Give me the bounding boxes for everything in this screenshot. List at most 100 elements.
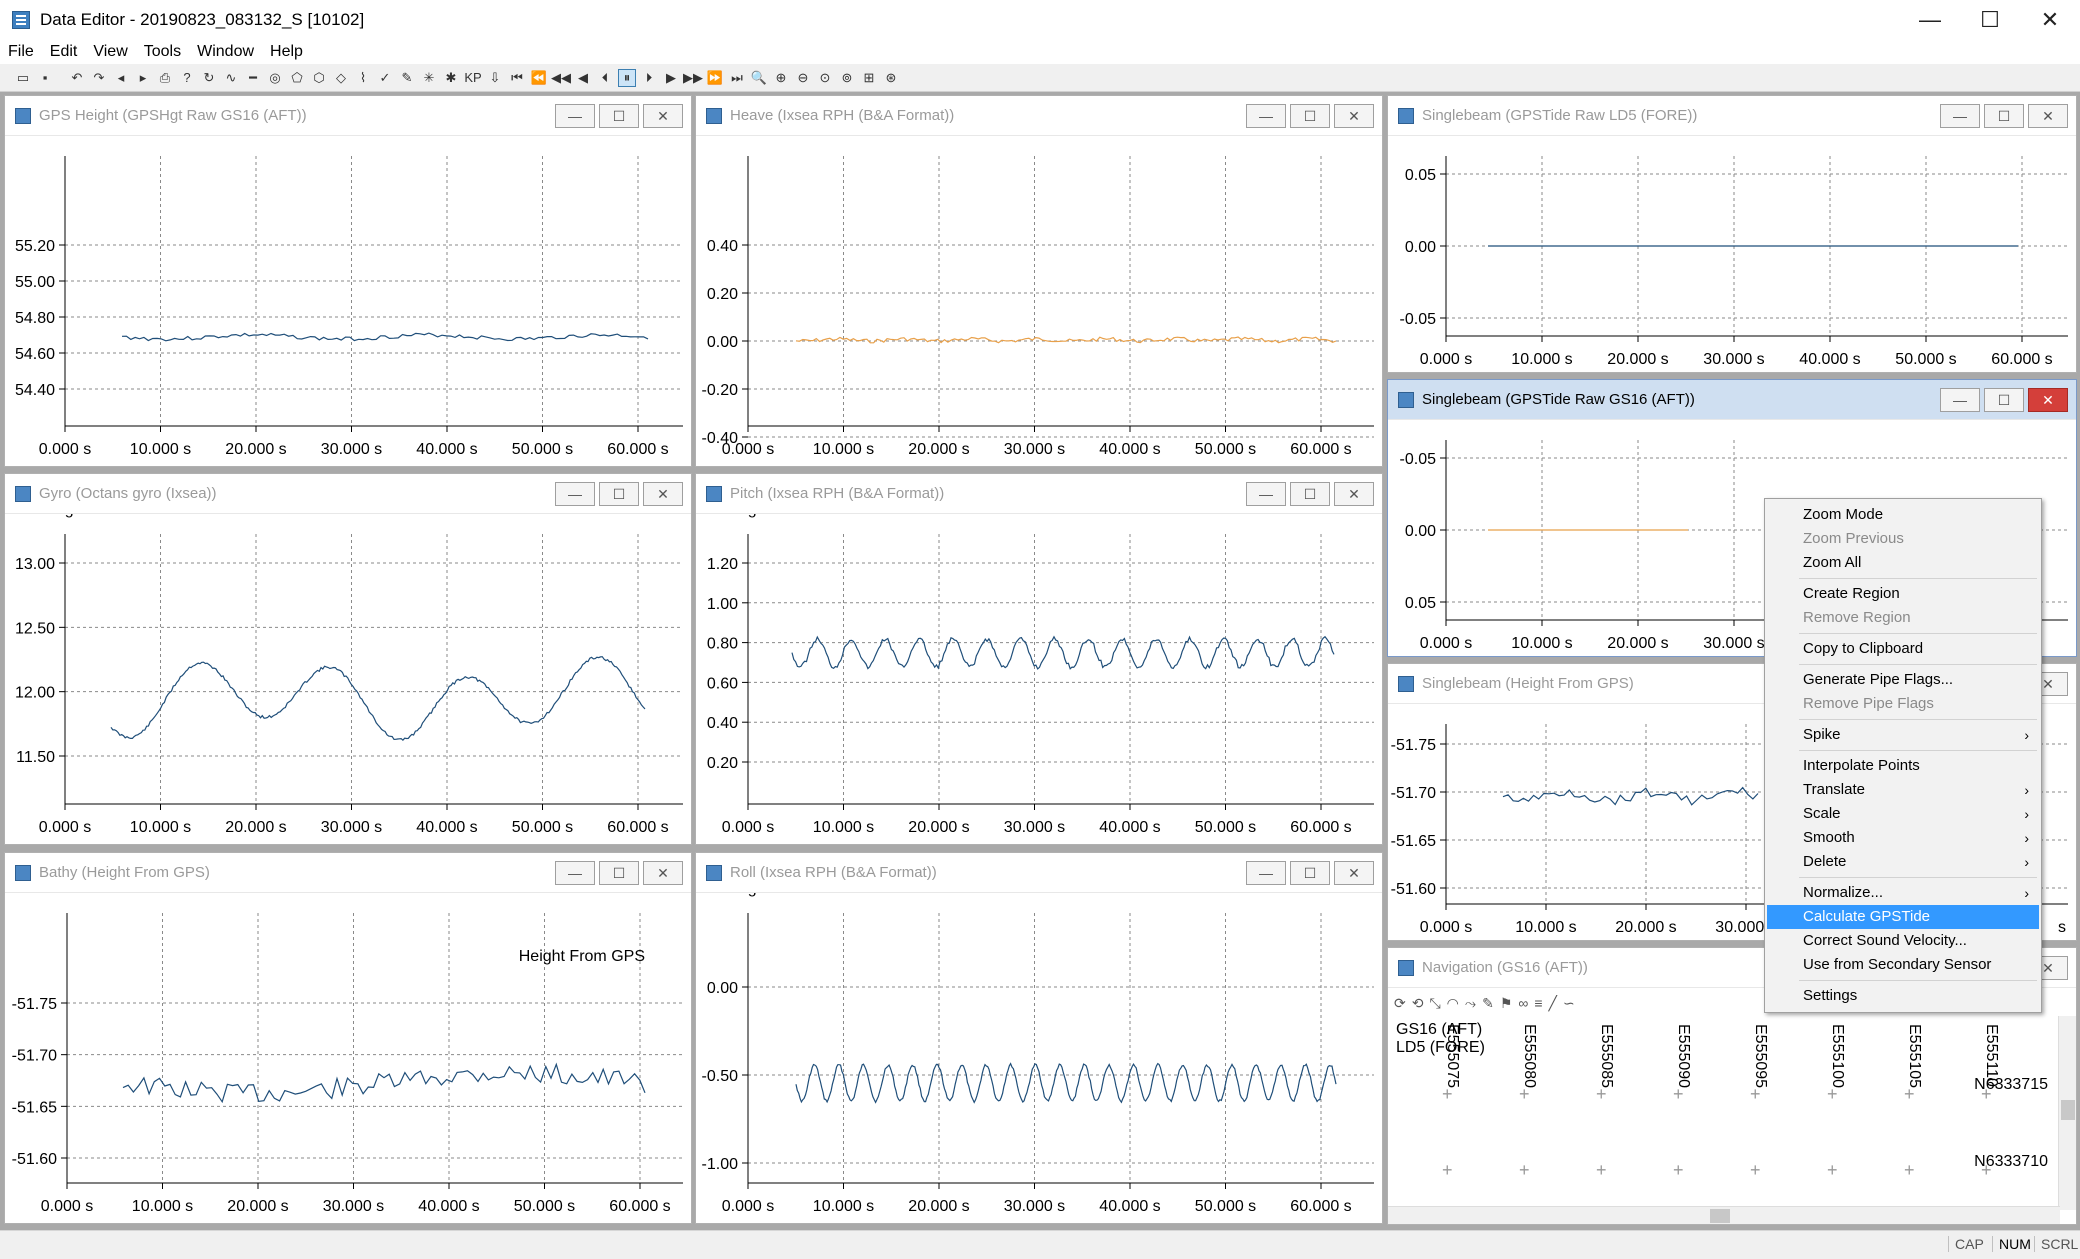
pane-gyro[interactable]: Gyro (Octans gyro (Ixsea)) —☐✕ Deg 13.00 1… [4,473,692,845]
polygon-clear-icon[interactable]: ⬡ [313,69,325,85]
context-menu-item-create-region[interactable]: Create Region [1767,582,2039,606]
pane-maximize-button[interactable]: ☐ [1290,861,1330,885]
wave-icon[interactable]: ∿ [225,69,237,85]
zoom-window-icon[interactable]: ⊞ [863,69,875,85]
line-icon[interactable]: ━ [249,69,257,85]
first-icon[interactable]: ⏮ [511,69,523,85]
context-menu-item-spike[interactable]: Spike › [1767,723,2039,747]
context-menu-item-zoom-all[interactable]: Zoom All [1767,551,2039,575]
burst-icon[interactable]: ✱ [445,69,457,85]
close-button[interactable]: ✕ [2040,7,2060,32]
flag-icon[interactable]: ⚑ [1499,994,1513,1011]
rewind-icon[interactable]: ◀◀ [551,69,571,85]
pane-minimize-button[interactable]: — [1246,861,1286,885]
undo-icon[interactable]: ↶ [71,69,83,85]
context-menu-item-delete[interactable]: Delete › [1767,850,2039,874]
menu-help[interactable]: Help [270,43,303,60]
kp-button[interactable]: KP [464,70,482,85]
pane-close-button[interactable]: ✕ [643,104,683,128]
pane-maximize-button[interactable]: ☐ [1290,482,1330,506]
horizontal-scrollbar[interactable] [1388,1206,2060,1224]
pane-singlebeam-ld5[interactable]: Singlebeam (GPSTide Raw LD5 (FORE)) — ☐ ✕ … [1387,95,2077,373]
pane-heave[interactable]: Heave (Ixsea RPH (B&A Format)) —☐✕ m 0.40… [695,95,1383,467]
filter-icon[interactable]: ≡ [1534,995,1543,1011]
shape-icon[interactable]: ◇ [336,69,346,85]
context-menu-item-translate[interactable]: Translate › [1767,778,2039,802]
menu-window[interactable]: Window [197,43,255,60]
pane-minimize-button[interactable]: — [1246,104,1286,128]
singlebeam-ld5-chart[interactable]: 0.05 0.00 -0.05 0.000 s 10.000 s 20.000 s 30.0… [1388,136,2077,372]
pane-minimize-button[interactable]: — [1246,482,1286,506]
pane-maximize-button[interactable]: ☐ [599,482,639,506]
zoom-previous-icon[interactable]: ⊙ [819,69,831,85]
maximize-button[interactable]: ☐ [1980,7,2000,32]
check-icon[interactable]: ✓ [379,69,391,85]
forward-fast-icon[interactable]: ▶▶ [683,69,703,85]
pane-close-button[interactable]: ✕ [2028,104,2068,128]
context-menu-item-normalize[interactable]: Normalize... › [1767,881,2039,905]
pause-icon[interactable]: ⏸ [618,68,636,87]
forward-icon[interactable]: ▸ [139,69,147,85]
help-icon[interactable]: ? [183,70,191,85]
scrollbar-thumb[interactable] [1710,1209,1730,1223]
fast-forward-icon[interactable]: ⏩ [706,69,724,85]
zoom-out-icon[interactable]: ⊖ [797,69,809,85]
pane-close-button[interactable]: ✕ [1334,482,1374,506]
pane-pitch[interactable]: Pitch (Ixsea RPH (B&A Format)) —☐✕ Deg 1.… [695,473,1383,845]
vertical-scrollbar[interactable] [2058,1016,2076,1210]
print-icon[interactable]: ⎙ [159,69,171,85]
pane-minimize-button[interactable]: — [555,482,595,506]
menu-tools[interactable]: Tools [143,43,182,60]
pane-maximize-button[interactable]: ☐ [1290,104,1330,128]
pane-roll[interactable]: Roll (Ixsea RPH (B&A Format)) —☐✕ Deg 0.0… [695,852,1383,1224]
context-menu-item-use-from-secondary-sensor[interactable]: Use from Secondary Sensor [1767,953,2039,977]
gyro-chart[interactable]: Deg 13.00 12.50 12.00 11.50 0.000 s 10.000 s 20… [5,514,692,844]
context-menu-item-settings[interactable]: Settings [1767,984,2039,1008]
context-menu-item-interpolate-points[interactable]: Interpolate Points [1767,754,2039,778]
bathy-chart[interactable]: m -51.75 -51.70 -51.65 -51.60 0.000 s 10.000 s… [5,893,692,1223]
step-back-icon[interactable]: ◀ [578,69,588,85]
polygon-icon[interactable]: ⬠ [291,69,303,85]
measure-icon[interactable]: ⤡ [1429,994,1441,1011]
pitch-chart[interactable]: Deg 1.20 1.00 0.80 0.60 0.40 0.20 0.000 s 10.000… [696,514,1383,844]
scrollbar-thumb[interactable] [2061,1100,2075,1120]
pane-maximize-button[interactable]: ☐ [599,104,639,128]
pane-close-button[interactable]: ✕ [1334,104,1374,128]
pane-bathy[interactable]: Bathy (Height From GPS) —☐✕ m -51.75 -51.7… [4,852,692,1224]
roll-chart[interactable]: Deg 0.00 -0.50 -1.00 0.000 s 10.000 s 20.000 s… [696,893,1383,1223]
graph-icon[interactable]: ⌇ [359,69,367,85]
pane-close-button[interactable]: ✕ [1334,861,1374,885]
context-menu-item-scale[interactable]: Scale › [1767,802,2039,826]
zoom-extents-icon[interactable]: ⊛ [885,69,897,85]
menu-view[interactable]: View [93,43,128,60]
pane-minimize-button[interactable]: — [555,861,595,885]
minimize-button[interactable]: — [1919,7,1941,32]
pane-maximize-button[interactable]: ☐ [599,861,639,885]
pane-maximize-button[interactable]: ☐ [1984,104,2024,128]
pane-maximize-button[interactable]: ☐ [1984,388,2024,412]
last-icon[interactable]: ⏭ [731,69,743,85]
menu-edit[interactable]: Edit [49,43,78,60]
zoom-in-icon[interactable]: ⊕ [775,69,787,85]
context-menu-item-zoom-mode[interactable]: Zoom Mode [1767,503,2039,527]
context-menu-item-generate-pipe-flags[interactable]: Generate Pipe Flags... [1767,668,2039,692]
pane-close-button[interactable]: ✕ [643,482,683,506]
rotate-icon[interactable]: ⟳ [1394,994,1406,1011]
target-icon[interactable]: ◎ [269,69,281,85]
gps-height-chart[interactable]: m 55.20 55.00 54.80 54.60 54.40 0.000 s 10.000 … [5,136,692,466]
pane-minimize-button[interactable]: — [1940,388,1980,412]
rewind-fast-icon[interactable]: ⏪ [530,69,548,85]
pane-close-button[interactable]: ✕ [2028,388,2068,412]
new-icon[interactable]: ▭ [16,69,30,85]
save-icon[interactable]: ▪ [42,70,48,85]
import-icon[interactable]: ⇩ [489,69,501,85]
back-icon[interactable]: ◂ [117,69,125,85]
edit-icon[interactable]: ✎ [1482,994,1494,1011]
redo-icon[interactable]: ↷ [93,69,105,85]
heave-chart[interactable]: m 0.40 0.20 0.00 -0.20 -0.400.000 s 10.000 s 20… [696,136,1383,466]
step-forward-icon[interactable]: ▶ [666,69,676,85]
refresh-icon[interactable]: ↻ [203,69,215,85]
cross-icon[interactable]: ✳ [423,69,435,85]
navigation-map[interactable]: GS16 (AFT)LD5 (FORE)E555075++E555080++E5… [1388,1016,2058,1216]
pane-close-button[interactable]: ✕ [643,861,683,885]
